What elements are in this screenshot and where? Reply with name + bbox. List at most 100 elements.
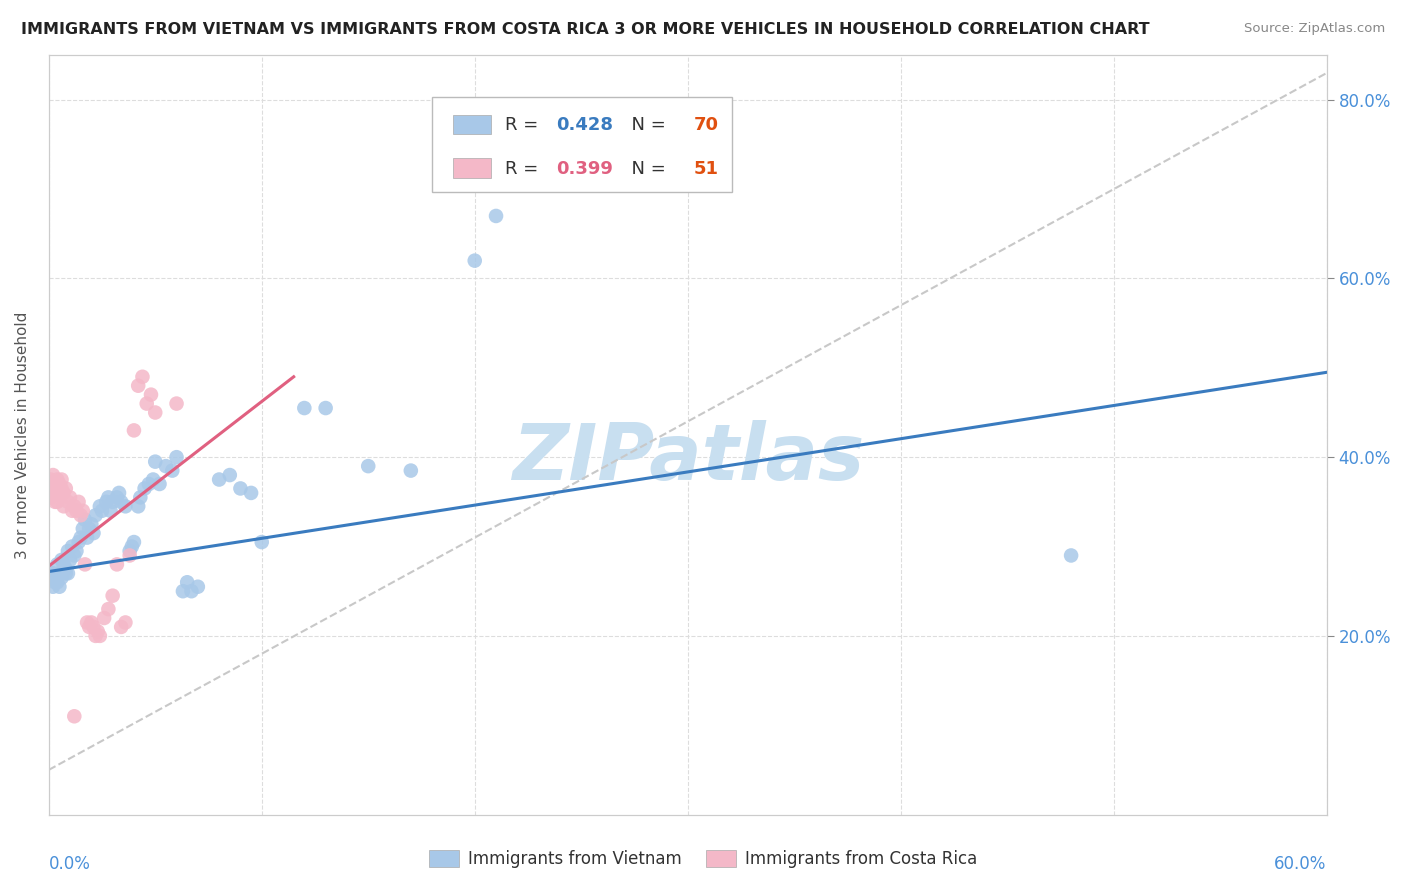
Point bbox=[180, 584, 202, 599]
Point bbox=[72, 522, 94, 536]
Point bbox=[84, 629, 107, 643]
Point bbox=[148, 477, 170, 491]
Text: Source: ZipAtlas.com: Source: ZipAtlas.com bbox=[1244, 22, 1385, 36]
Point bbox=[39, 482, 62, 496]
Point bbox=[46, 495, 69, 509]
Point bbox=[44, 575, 66, 590]
Point bbox=[114, 500, 136, 514]
Point bbox=[464, 253, 486, 268]
Point bbox=[93, 611, 115, 625]
Point bbox=[82, 526, 104, 541]
Point bbox=[42, 477, 65, 491]
Point bbox=[52, 486, 75, 500]
Point bbox=[114, 615, 136, 630]
Y-axis label: 3 or more Vehicles in Household: 3 or more Vehicles in Household bbox=[15, 311, 30, 558]
Point bbox=[229, 482, 252, 496]
Point bbox=[44, 477, 66, 491]
Point bbox=[127, 500, 149, 514]
Point bbox=[51, 482, 73, 496]
Point bbox=[118, 544, 141, 558]
Point bbox=[46, 575, 69, 590]
Point bbox=[84, 508, 107, 523]
Point bbox=[121, 540, 143, 554]
Point bbox=[80, 615, 103, 630]
Point bbox=[48, 486, 70, 500]
Point bbox=[80, 517, 103, 532]
Text: IMMIGRANTS FROM VIETNAM VS IMMIGRANTS FROM COSTA RICA 3 OR MORE VEHICLES IN HOUS: IMMIGRANTS FROM VIETNAM VS IMMIGRANTS FR… bbox=[21, 22, 1150, 37]
Point bbox=[122, 535, 145, 549]
Point bbox=[63, 500, 86, 514]
Point bbox=[172, 584, 194, 599]
Point bbox=[162, 464, 184, 478]
Text: N =: N = bbox=[620, 160, 672, 178]
Point bbox=[250, 535, 273, 549]
Text: ZIPatlas: ZIPatlas bbox=[512, 419, 863, 496]
Point bbox=[218, 468, 240, 483]
Point bbox=[110, 495, 132, 509]
Point bbox=[89, 629, 111, 643]
Point bbox=[63, 709, 86, 723]
Point bbox=[56, 495, 79, 509]
Point bbox=[187, 580, 209, 594]
Point bbox=[143, 455, 166, 469]
Point bbox=[97, 602, 120, 616]
Point bbox=[56, 566, 79, 581]
Point bbox=[55, 562, 77, 576]
Point bbox=[59, 491, 82, 505]
Point bbox=[42, 486, 65, 500]
Point bbox=[100, 504, 122, 518]
Point bbox=[208, 473, 231, 487]
Point bbox=[142, 473, 165, 487]
Point bbox=[69, 508, 91, 523]
Point bbox=[357, 459, 380, 474]
Point bbox=[67, 535, 90, 549]
Point bbox=[143, 405, 166, 419]
FancyBboxPatch shape bbox=[453, 115, 491, 135]
Point bbox=[315, 401, 337, 415]
Point bbox=[69, 531, 91, 545]
Point bbox=[59, 553, 82, 567]
Point bbox=[56, 544, 79, 558]
Point bbox=[110, 620, 132, 634]
Point bbox=[51, 571, 73, 585]
Point bbox=[101, 589, 124, 603]
Point bbox=[127, 378, 149, 392]
Point bbox=[52, 500, 75, 514]
Point bbox=[73, 513, 96, 527]
Point bbox=[131, 369, 153, 384]
Point bbox=[118, 549, 141, 563]
Point bbox=[96, 495, 118, 509]
Point bbox=[166, 450, 188, 465]
Point bbox=[129, 491, 152, 505]
Point bbox=[55, 566, 77, 581]
Point bbox=[39, 473, 62, 487]
Point bbox=[44, 486, 66, 500]
Text: R =: R = bbox=[505, 116, 544, 134]
Point bbox=[399, 464, 422, 478]
Point bbox=[122, 423, 145, 437]
Point bbox=[108, 486, 131, 500]
Point bbox=[51, 473, 73, 487]
Point bbox=[55, 482, 77, 496]
Point bbox=[87, 624, 110, 639]
FancyBboxPatch shape bbox=[432, 97, 733, 192]
Point bbox=[82, 620, 104, 634]
Point bbox=[91, 504, 114, 518]
Point bbox=[51, 553, 73, 567]
Point bbox=[60, 504, 83, 518]
Point bbox=[134, 482, 156, 496]
Text: 51: 51 bbox=[695, 160, 718, 178]
Text: 0.428: 0.428 bbox=[557, 116, 613, 134]
Point bbox=[65, 504, 87, 518]
Point bbox=[39, 566, 62, 581]
Point bbox=[166, 396, 188, 410]
FancyBboxPatch shape bbox=[453, 159, 491, 178]
Point bbox=[72, 504, 94, 518]
Point bbox=[67, 495, 90, 509]
Point bbox=[39, 491, 62, 505]
Point bbox=[48, 580, 70, 594]
Point bbox=[77, 522, 100, 536]
Point bbox=[48, 566, 70, 581]
Text: 0.399: 0.399 bbox=[557, 160, 613, 178]
Point bbox=[76, 531, 98, 545]
